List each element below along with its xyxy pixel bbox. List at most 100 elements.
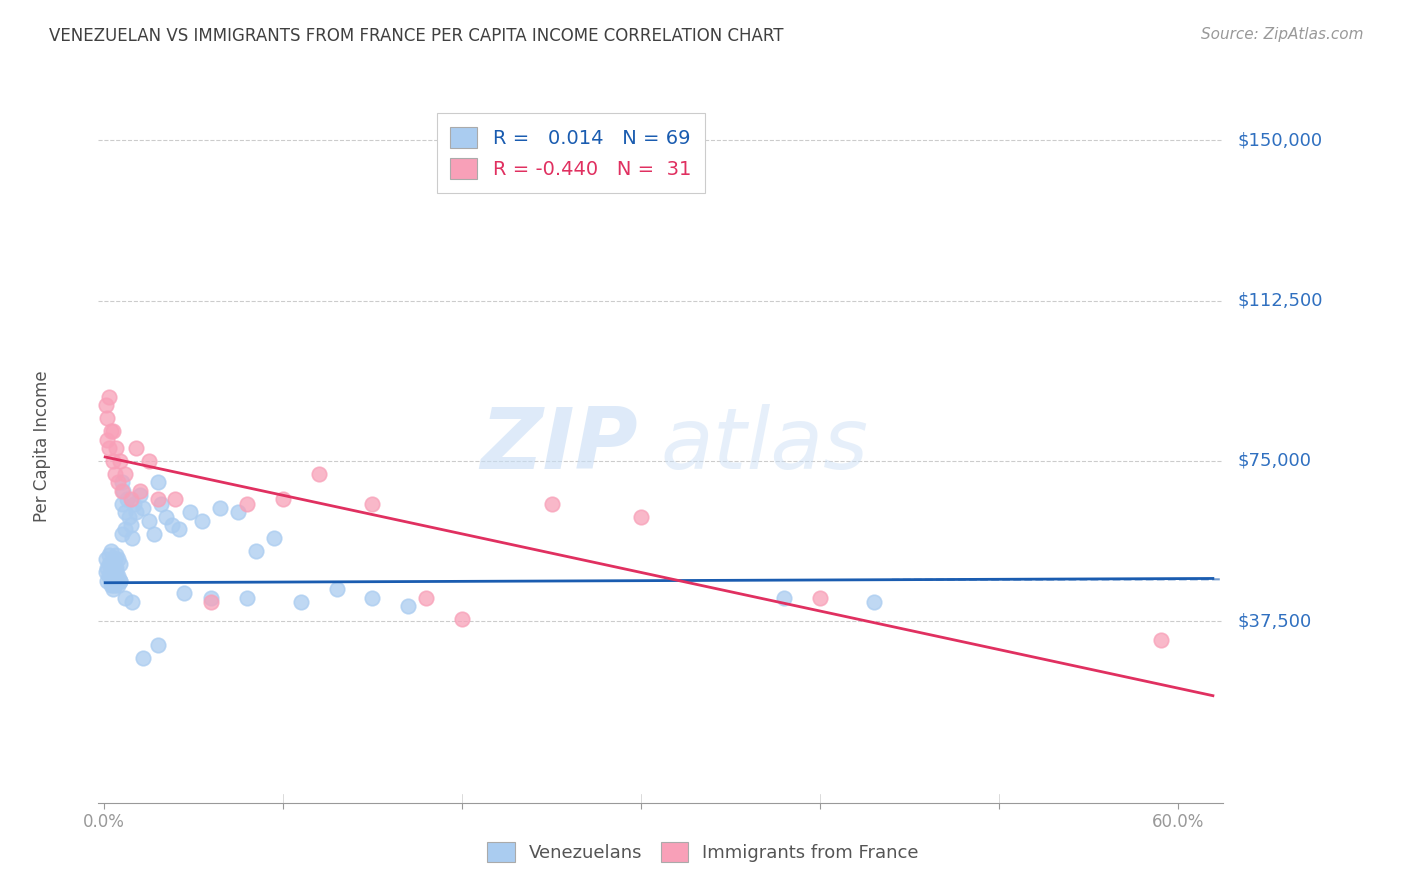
Point — [191, 514, 214, 528]
Point — [165, 492, 187, 507]
Point — [114, 522, 136, 536]
Point — [98, 557, 121, 571]
Text: ZIP: ZIP — [481, 404, 638, 488]
Point — [167, 522, 190, 536]
Point — [128, 488, 150, 502]
Point — [105, 561, 128, 575]
Point — [98, 390, 121, 404]
Text: $75,000: $75,000 — [1237, 452, 1312, 470]
Point — [245, 543, 267, 558]
Point — [236, 497, 259, 511]
Point — [773, 591, 796, 605]
Point — [540, 497, 562, 511]
Point — [160, 518, 183, 533]
Point — [114, 467, 136, 481]
Point — [108, 574, 131, 588]
Point — [94, 565, 117, 579]
Point — [108, 454, 131, 468]
Point — [107, 552, 129, 566]
Point — [96, 574, 118, 588]
Point — [226, 505, 249, 519]
Point — [114, 505, 136, 519]
Point — [107, 578, 129, 592]
Point — [105, 574, 128, 588]
Point — [118, 509, 141, 524]
Point — [128, 483, 150, 498]
Point — [98, 548, 121, 562]
Point — [103, 569, 125, 583]
Point — [138, 514, 160, 528]
Point — [115, 492, 138, 507]
Point — [150, 497, 173, 511]
Point — [1149, 633, 1171, 648]
Point — [263, 531, 285, 545]
Text: $150,000: $150,000 — [1237, 131, 1323, 150]
Point — [100, 543, 122, 558]
Point — [98, 441, 121, 455]
Point — [96, 433, 118, 447]
Point — [96, 561, 118, 575]
Point — [112, 483, 135, 498]
Point — [108, 557, 131, 571]
Point — [100, 561, 122, 575]
Point — [155, 509, 177, 524]
Point — [105, 548, 128, 562]
Point — [122, 497, 145, 511]
Point — [111, 497, 134, 511]
Point — [101, 424, 124, 438]
Point — [120, 518, 142, 533]
Point — [103, 578, 125, 592]
Point — [108, 574, 131, 588]
Text: $37,500: $37,500 — [1237, 612, 1312, 630]
Point — [101, 557, 124, 571]
Point — [200, 591, 222, 605]
Point — [125, 505, 148, 519]
Text: VENEZUELAN VS IMMIGRANTS FROM FRANCE PER CAPITA INCOME CORRELATION CHART: VENEZUELAN VS IMMIGRANTS FROM FRANCE PER… — [49, 27, 783, 45]
Point — [142, 526, 165, 541]
Point — [121, 531, 143, 545]
Point — [103, 552, 125, 566]
Point — [863, 595, 886, 609]
Point — [138, 454, 160, 468]
Point — [146, 492, 169, 507]
Point — [396, 599, 419, 614]
Point — [101, 574, 124, 588]
Point — [107, 475, 129, 490]
Point — [179, 505, 201, 519]
Point — [101, 454, 124, 468]
Point — [114, 591, 136, 605]
Point — [451, 612, 474, 626]
Point — [98, 569, 121, 583]
Legend: Venezuelans, Immigrants from France: Venezuelans, Immigrants from France — [481, 835, 925, 870]
Point — [100, 578, 122, 592]
Legend: R =   0.014   N = 69, R = -0.440   N =  31: R = 0.014 N = 69, R = -0.440 N = 31 — [437, 113, 704, 193]
Point — [101, 578, 124, 592]
Point — [105, 441, 128, 455]
Point — [120, 492, 142, 507]
Point — [173, 586, 195, 600]
Point — [103, 467, 125, 481]
Point — [209, 500, 232, 515]
Point — [808, 591, 831, 605]
Point — [415, 591, 437, 605]
Point — [146, 638, 169, 652]
Point — [200, 595, 222, 609]
Point — [325, 582, 347, 596]
Text: Per Capita Income: Per Capita Income — [34, 370, 51, 522]
Point — [101, 582, 124, 596]
Text: Source: ZipAtlas.com: Source: ZipAtlas.com — [1201, 27, 1364, 42]
Point — [132, 500, 155, 515]
Point — [290, 595, 312, 609]
Point — [94, 398, 117, 412]
Point — [107, 569, 129, 583]
Point — [121, 595, 143, 609]
Point — [146, 475, 169, 490]
Point — [105, 565, 128, 579]
Point — [630, 509, 652, 524]
Point — [308, 467, 330, 481]
Point — [125, 441, 148, 455]
Point — [111, 483, 134, 498]
Point — [361, 591, 384, 605]
Point — [236, 591, 259, 605]
Point — [132, 650, 155, 665]
